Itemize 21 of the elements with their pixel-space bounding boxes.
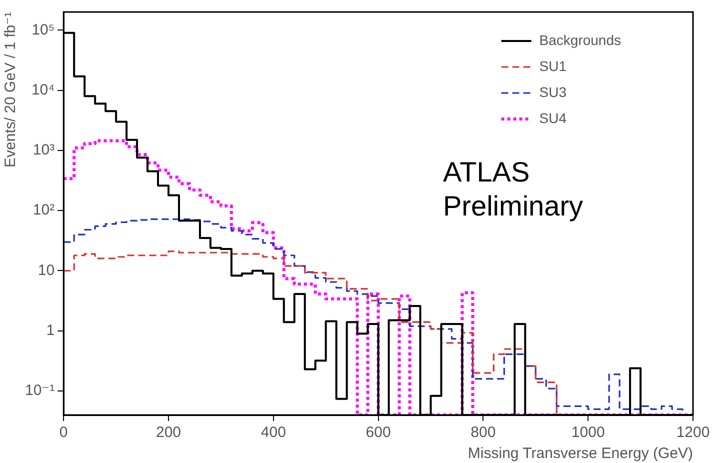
y-tick-label: 10³ [32, 142, 55, 159]
y-tick-label: 10² [32, 202, 55, 219]
y-tick-label: 10⁴ [31, 81, 55, 98]
x-tick-label: 400 [260, 424, 286, 442]
legend-label: SU3 [539, 84, 567, 100]
x-tick-label: 1200 [676, 424, 710, 442]
x-tick-label: 200 [156, 424, 182, 442]
x-tick-label: 800 [470, 424, 496, 442]
y-axis-title: Events/ 20 GeV / 1 fb⁻¹ [2, 12, 20, 168]
annotation: ATLAS Preliminary [443, 156, 584, 222]
y-tick-label: 1 [46, 322, 55, 340]
legend-label: Backgrounds [539, 32, 621, 48]
legend-label: SU1 [539, 58, 567, 74]
y-tick-label: 10⁵ [32, 21, 55, 38]
x-tick-label: 600 [366, 424, 391, 442]
legend-label: SU4 [539, 110, 567, 126]
x-axis-title: Missing Transverse Energy (GeV) [468, 445, 693, 462]
y-tick-label: 10 [38, 262, 55, 279]
x-tick-label: 0 [59, 424, 68, 442]
y-tick-label: 10⁻¹ [24, 382, 55, 400]
x-tick-label: 1000 [571, 424, 605, 442]
